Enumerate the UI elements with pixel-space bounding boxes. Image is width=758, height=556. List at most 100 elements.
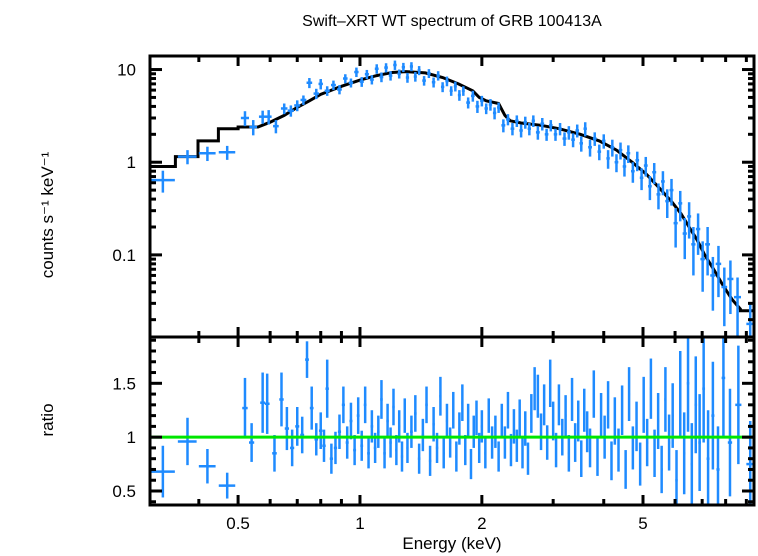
ratio-data-point: [363, 386, 367, 424]
ratio-data-point: [428, 445, 432, 476]
spectrum-data-point: [150, 170, 175, 193]
spectrum-data-point: [324, 86, 330, 96]
ratio-data-point: [515, 429, 519, 462]
ratio-data-point: [675, 450, 678, 505]
spectrum-data-point: [440, 82, 445, 93]
spectrum-data-point: [265, 110, 272, 125]
ratio-data-point: [403, 398, 406, 433]
ratio-data-point: [536, 374, 540, 418]
spectrum-data-point: [558, 122, 562, 136]
spectrum-data-point: [457, 90, 461, 101]
ratio-data-point: [380, 380, 383, 419]
ratio-data-points: [150, 337, 754, 505]
ratio-data-point: [490, 426, 494, 459]
spectrum-data-point: [665, 189, 670, 219]
ratio-data-point: [345, 426, 349, 459]
y-tick-label: 1.5: [112, 374, 136, 393]
spectrum-data-point: [379, 72, 384, 83]
ratio-data-point: [542, 384, 546, 426]
ratio-data-point: [585, 411, 589, 453]
ratio-data-point: [624, 450, 627, 489]
ratio-data-point: [400, 441, 404, 472]
spectrum-data-point: [431, 77, 436, 88]
ratio-data-point: [414, 395, 417, 432]
spectrum-data-point: [523, 116, 527, 129]
ratio-data-point: [497, 441, 500, 472]
spectrum-data-point: [475, 100, 480, 113]
ratio-data-point: [539, 413, 543, 451]
ratio-data-point: [667, 414, 671, 471]
spectrum-data-point: [337, 85, 342, 95]
spectrum-data-point: [630, 162, 635, 183]
ratio-data-point: [631, 426, 635, 470]
ratio-data-point: [530, 394, 533, 433]
x-axis-label: Energy (keV): [402, 534, 501, 553]
ratio-data-point: [314, 423, 319, 456]
spectrum-data-point: [445, 76, 449, 87]
ratio-data-point: [305, 341, 309, 378]
spectrum-data-point: [583, 122, 587, 137]
spectrum-data-point: [436, 71, 440, 81]
ratio-data-point: [458, 412, 461, 445]
ratio-data-point: [706, 410, 710, 505]
ratio-data-point: [592, 370, 596, 418]
ratio-data-point: [445, 403, 449, 439]
ratio-data-point: [469, 449, 473, 480]
ratio-data-point: [392, 388, 395, 426]
spectrum-data-point: [280, 103, 288, 115]
ratio-data-point: [509, 433, 513, 467]
ratio-data-point: [318, 412, 323, 449]
ratio-data-point: [649, 358, 653, 419]
spectrum-data-point: [515, 115, 519, 127]
ratio-data-point: [455, 441, 458, 472]
spectrum-data-point: [705, 226, 711, 276]
spectrum-data-point: [643, 156, 648, 177]
ratio-data-point: [682, 412, 686, 495]
spectrum-data-point: [531, 115, 535, 127]
ratio-data-point: [484, 438, 487, 469]
ratio-data-point: [548, 359, 552, 407]
spectrum-data-point: [422, 76, 426, 86]
ratio-data-point: [557, 384, 561, 426]
spectrum-data-point: [695, 213, 701, 255]
ratio-data-point: [500, 403, 504, 439]
spectrum-data-point: [417, 66, 421, 76]
spectrum-data-point: [374, 64, 379, 74]
ratio-data-point: [461, 384, 464, 421]
ratio-data-point: [564, 395, 567, 437]
spectrum-data-point: [359, 77, 364, 87]
ratio-data-point: [272, 435, 277, 472]
ratio-data-point: [617, 428, 620, 472]
ratio-axis-ticks: 0.5 1 2 5 0.5 1 1.5: [112, 327, 754, 533]
ratio-data-point: [503, 426, 507, 459]
ratio-data-point: [599, 393, 603, 439]
spectrum-data-point: [535, 126, 540, 140]
spectrum-data-point: [273, 120, 279, 134]
y-tick-label: 10: [117, 61, 136, 80]
spectrum-data-point: [401, 62, 406, 73]
chart-title: Swift–XRT WT spectrum of GRB 100413A: [302, 13, 602, 30]
ratio-data-point: [417, 443, 421, 474]
spectrum-data-points: [150, 60, 754, 337]
spectrum-data-point: [715, 245, 722, 298]
spectrum-data-point: [198, 146, 216, 162]
ratio-data-point: [329, 443, 334, 474]
ratio-data-point: [664, 367, 667, 432]
spectrum-frame: [148, 54, 756, 339]
ratio-data-point: [686, 337, 690, 432]
spectrum-data-point: [397, 69, 401, 79]
spectrum-data-point: [656, 183, 661, 210]
spectrum-data-point: [618, 142, 623, 160]
ratio-data-point: [526, 442, 530, 475]
ratio-frame: [148, 335, 756, 507]
ratio-data-point: [582, 388, 586, 432]
x-tick-label: 5: [638, 514, 647, 533]
ratio-data-point: [638, 442, 642, 486]
ratio-data-point: [596, 437, 599, 476]
spectrum-data-point: [294, 100, 301, 112]
ratio-data-point: [735, 345, 742, 465]
ratio-data-point: [698, 394, 701, 491]
spectrum-data-point: [427, 69, 431, 79]
ratio-data-point: [678, 351, 682, 438]
ratio-data-point: [606, 381, 610, 429]
